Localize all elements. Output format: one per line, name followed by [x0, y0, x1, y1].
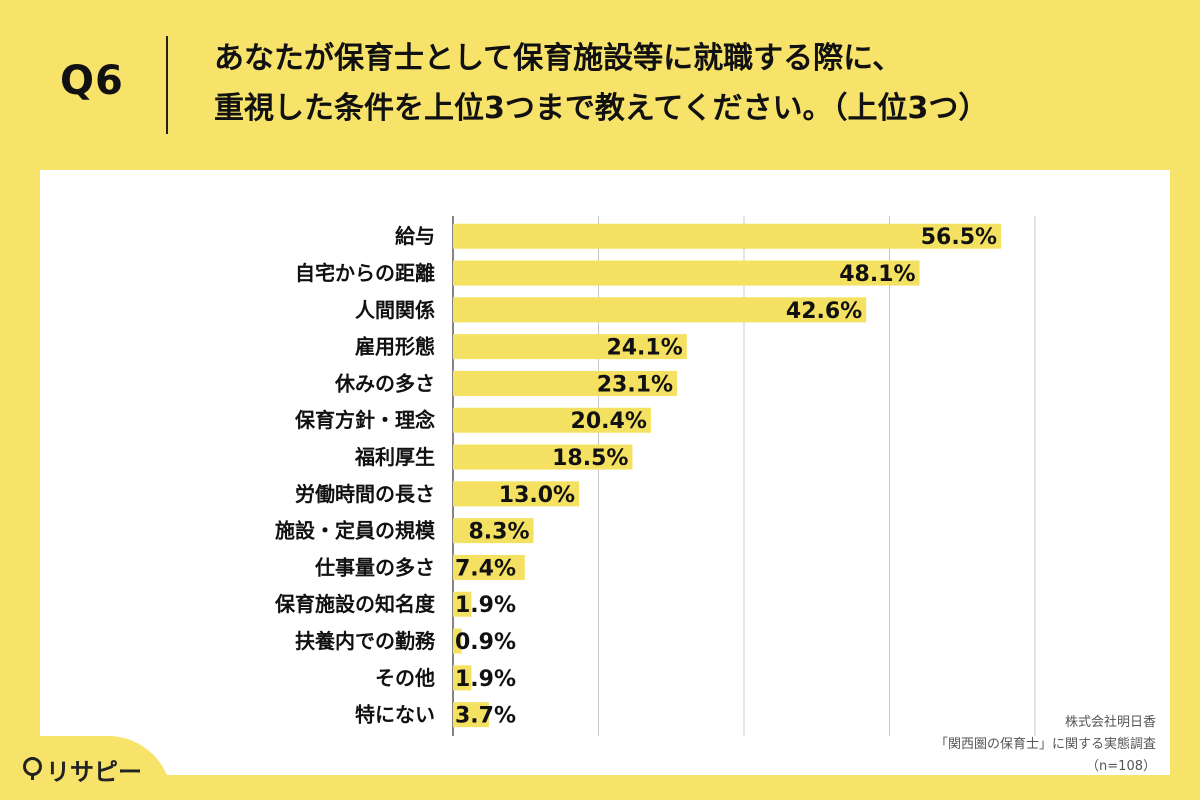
header: Q6 あなたが保育士として保育施設等に就職する際に、 重視した条件を上位3つまで… — [0, 0, 1200, 170]
data-label: 13.0% — [499, 483, 575, 508]
bar — [453, 444, 633, 470]
category-label: 雇用形態 — [355, 335, 435, 359]
data-label: 7.4% — [455, 556, 516, 581]
bar — [453, 591, 472, 617]
bar — [453, 297, 867, 323]
bar — [453, 223, 1002, 249]
data-label: 56.5% — [921, 225, 997, 250]
data-label: 18.5% — [552, 446, 628, 471]
source-company: 株式会社明日香 — [1064, 715, 1156, 730]
bar — [453, 481, 580, 507]
bar — [453, 628, 462, 654]
question-number: Q6 — [60, 58, 124, 104]
category-label: 施設・定員の規模 — [275, 519, 436, 543]
data-label: 20.4% — [571, 409, 647, 434]
source-note: 株式会社明日香 「関西圏の保育士」に関する実態調査 （n=108） — [935, 712, 1156, 778]
data-label: 1.9% — [455, 667, 516, 692]
question-line-2: 重視した条件を上位3つまで教えてください。（上位3つ） — [214, 91, 989, 126]
category-label: 労働時間の長さ — [295, 482, 435, 506]
category-label: その他 — [375, 666, 435, 690]
data-label: 1.9% — [455, 593, 516, 618]
data-label: 0.9% — [455, 630, 516, 655]
bar — [453, 554, 525, 580]
category-label: 休みの多さ — [334, 371, 435, 395]
category-label: 特にない — [355, 703, 435, 727]
data-label: 48.1% — [839, 262, 915, 287]
data-label: 42.6% — [786, 299, 862, 324]
bar — [453, 665, 472, 691]
pin-icon — [23, 757, 42, 780]
source-survey: 「関西圏の保育士」に関する実態調査 — [934, 737, 1156, 752]
category-label: 給与 — [395, 224, 435, 248]
source-sample-size: （n=108） — [1086, 759, 1156, 774]
bar — [453, 407, 651, 433]
category-label: 扶養内での勤務 — [295, 629, 436, 653]
logo-text: リサピー — [46, 758, 142, 786]
category-label: 保育方針・理念 — [294, 408, 435, 432]
question-text: あなたが保育士として保育施設等に就職する際に、 重視した条件を上位3つまで教えて… — [214, 34, 988, 134]
data-label: 8.3% — [468, 520, 529, 545]
bar — [453, 334, 687, 360]
question-line-1: あなたが保育士として保育施設等に就職する際に、 — [214, 41, 903, 76]
bar — [453, 260, 920, 286]
category-label: 人間関係 — [355, 298, 435, 322]
bar — [453, 370, 678, 396]
data-label: 23.1% — [597, 372, 673, 397]
data-label: 3.7% — [455, 704, 516, 729]
category-label: 仕事量の多さ — [314, 555, 435, 579]
category-label: 自宅からの距離 — [295, 261, 435, 285]
category-label: 保育施設の知名度 — [274, 592, 436, 616]
bar — [453, 702, 489, 728]
data-label: 24.1% — [606, 336, 682, 361]
category-label: 福利厚生 — [354, 445, 435, 469]
bar — [453, 518, 534, 544]
header-divider — [166, 36, 168, 134]
